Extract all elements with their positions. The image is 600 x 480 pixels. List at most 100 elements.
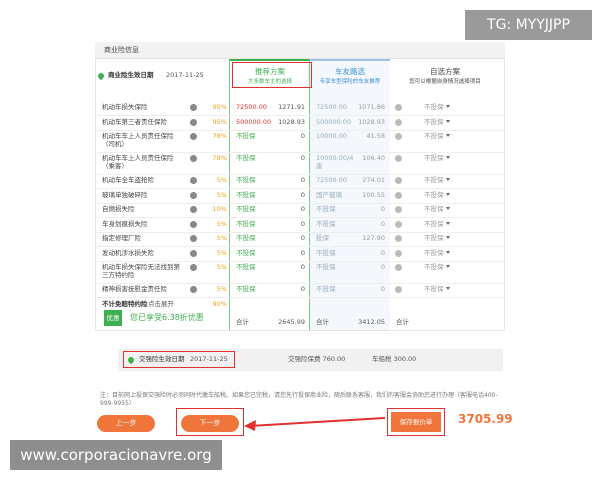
row-divider [95,129,505,131]
help-icon [190,118,197,126]
friend-amount: 10000.00 [316,132,348,140]
custom-choice[interactable]: 不投保 [424,205,444,213]
plan-subtitle: 您可以根据自身情况选择项目 [409,79,481,85]
section-title: 商业险信息 [104,46,139,54]
highlight-box [176,408,244,436]
recommend-premium: 1271.91 [278,103,305,111]
discount-rate: 5% [216,248,227,257]
friend-amount: 投保 [316,234,329,242]
coverage-name: 机动车第三者责任保险 [102,117,167,126]
plan-subtitle: 专享车型保险的车友推荐 [319,79,381,85]
row-divider [95,246,505,247]
custom-choice[interactable]: 不投保 [424,248,444,257]
custom-choice[interactable]: 不投保 [424,263,444,271]
custom-choice[interactable]: 不投保 [424,285,444,293]
option-icon [395,286,402,293]
discount-rate: 78% [212,132,227,140]
dropdown-caret [446,250,450,254]
help-icon [190,286,197,293]
custom-choice[interactable]: 不投保 [424,234,444,242]
coverage-name: 车身划痕损失险 [102,219,148,228]
recommend-amount: 500000.00 [236,117,272,126]
option-icon [395,264,402,271]
coverage-name: 发动机涉水损失险 [102,248,154,257]
custom-choice[interactable]: 不投保 [424,190,444,199]
discount-rate: 90% [212,299,227,308]
recommend-premium: 0 [300,190,305,199]
save-button[interactable]: 保存报价单 [391,412,441,432]
discount-rate: 78% [212,154,227,162]
discount-rate: 95% [212,117,227,126]
header-band [95,42,505,58]
custom-choice[interactable]: 不投保 [424,117,444,126]
friend-amount: 不投保 [316,263,336,271]
recommend-amount: 不投保 [236,154,256,162]
plan-subtitle: 大多数车主的选择 [247,79,292,85]
discount-rate: 10% [212,205,227,213]
coverage-name: 自燃损失险 [102,205,135,213]
option-icon [395,249,402,257]
help-icon [190,191,197,199]
custom-choice[interactable]: 不投保 [424,219,444,228]
help-icon [190,249,197,257]
discount-badge: 优惠 [104,310,122,326]
plan-title: 车友路选 [335,67,365,76]
recommend-amount: 不投保 [236,234,256,242]
start-date: 2017-11-25 [166,71,204,79]
dropdown-caret [446,134,450,137]
option-icon [395,155,402,162]
recommend-amount: 不投保 [236,263,256,271]
expand-action[interactable]: 点击展开 [148,299,174,308]
coverage-name: 机动车损失保险无法找到第三方特约险 [102,263,180,279]
friend-amount: 不投保 [316,205,336,213]
recommend-premium: 0 [300,132,305,140]
option-icon [395,177,402,184]
start-label: 商业险生效日期 [108,71,154,79]
prev-button[interactable]: 上一步 [97,415,155,432]
row-divider [95,282,505,284]
help-icon [190,235,197,242]
total-label: 合计 [316,318,329,326]
row-divider [95,202,505,204]
vehicle-tax: 车船税 300.00 [372,355,417,363]
compulsory-band [118,349,503,371]
recommend-premium: 0 [300,285,305,293]
row-divider [95,173,505,175]
option-icon [395,235,402,242]
dropdown-caret [446,192,450,196]
recommend-premium: 0 [300,219,305,228]
discount-text: 您已享受6.38折优惠 [130,313,204,322]
friend-premium: 41.58 [366,132,385,140]
custom-choice[interactable]: 不投保 [424,176,444,184]
custom-choice[interactable]: 不投保 [424,103,444,111]
friend-premium: 0 [380,263,385,271]
next-button[interactable]: 下一步 [181,415,239,432]
friend-premium: 0 [380,205,385,213]
option-icon [395,220,402,228]
plan-title: 自选方案 [430,67,460,76]
help-icon [190,206,197,213]
dropdown-caret [446,221,450,225]
friend-amount: 72500.00 [316,176,348,184]
compulsory-premium: 交强险保费 760.00 [288,355,346,363]
friend-amount: 不投保 [316,219,336,228]
dropdown-caret [446,105,450,108]
recommend-amount: 不投保 [236,205,256,213]
option-icon [395,118,402,126]
plan-title: 推荐方案 [255,67,285,76]
help-icon [190,220,197,228]
total-label: 合计 [236,318,249,326]
recommend-premium: 0 [300,234,305,242]
row-divider [95,115,505,116]
discount-rate: 5% [216,176,227,184]
recommend-amount: 不投保 [236,219,256,228]
recommend-premium: 1028.93 [278,117,305,126]
help-icon [190,155,197,162]
dropdown-caret [446,265,450,268]
dropdown-caret [446,178,450,181]
discount-rate: 5% [216,190,227,199]
custom-choice[interactable]: 不投保 [424,154,444,162]
custom-choice[interactable]: 不投保 [424,132,444,140]
dropdown-caret [446,119,450,123]
